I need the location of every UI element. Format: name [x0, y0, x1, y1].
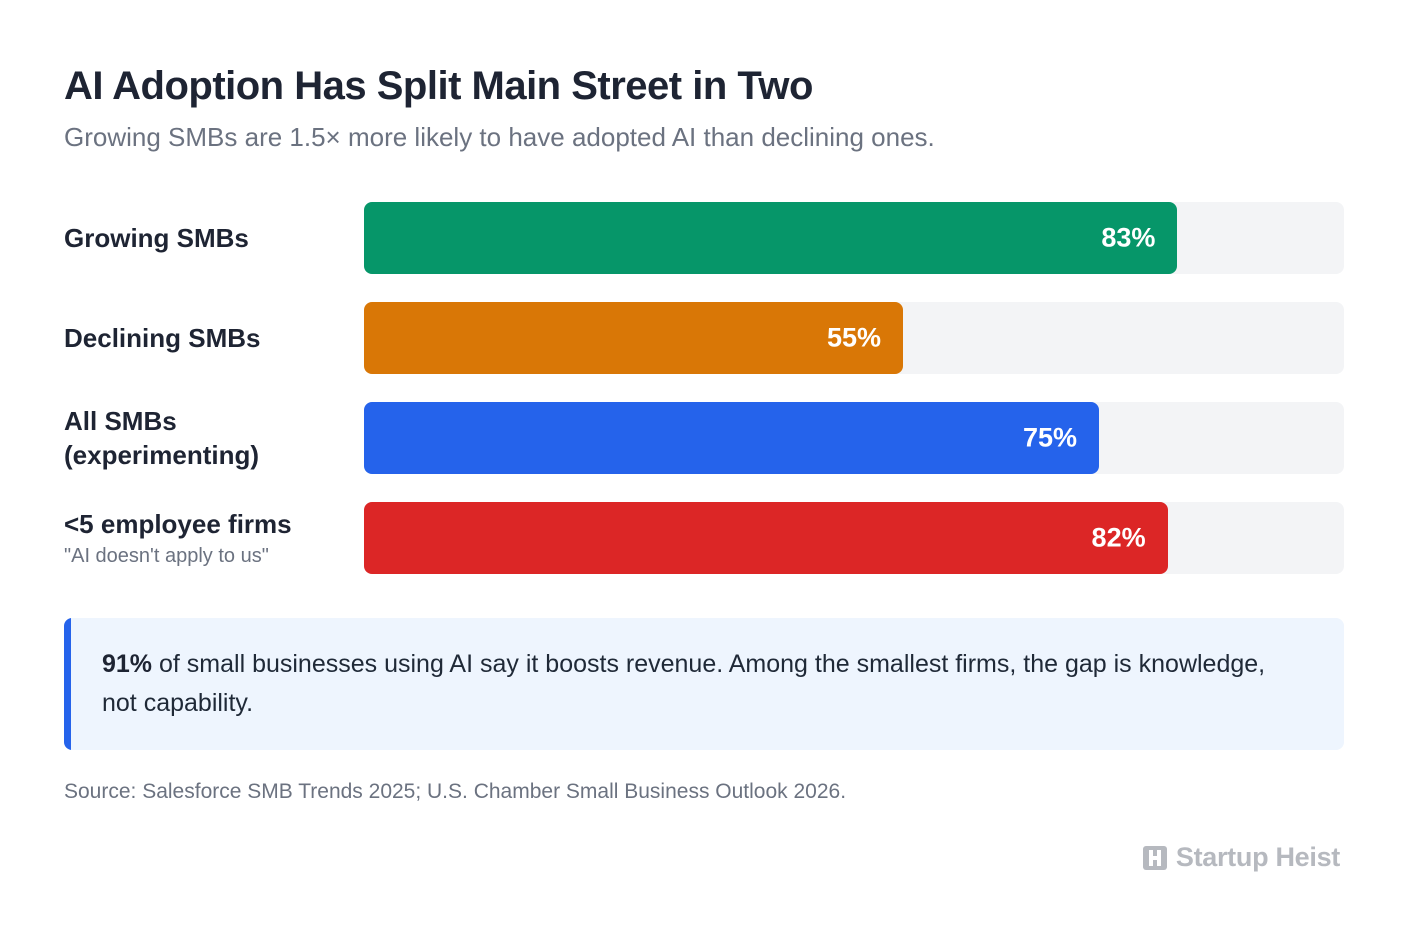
bar-label: All SMBs (experimenting): [64, 404, 354, 472]
bar-value-label: 83%: [1101, 222, 1156, 253]
bar-chart: Growing SMBs 83% Declining SMBs 55% All SMBs…: [64, 202, 1344, 602]
bar-row: <5 employee firms "AI doesn't apply to us…: [64, 502, 1344, 574]
bar: 55%: [364, 302, 903, 374]
bar-label: Growing SMBs: [64, 221, 354, 255]
h-logo-icon: [1142, 845, 1167, 870]
bar: 75%: [364, 402, 1099, 474]
bar-track: 55%: [364, 302, 1344, 374]
callout-box: 91% of small businesses using AI say it …: [64, 618, 1344, 750]
bar-value-label: 55%: [826, 322, 881, 353]
bar-category-label: <5 employee firms: [64, 509, 292, 539]
bar-value-label: 82%: [1091, 522, 1146, 553]
callout-accent-bar: [64, 618, 71, 750]
bar: 82%: [364, 502, 1168, 574]
bar-row: Growing SMBs 83%: [64, 202, 1344, 274]
bar-track: 83%: [364, 202, 1344, 274]
bar-category-label: Growing SMBs: [64, 223, 249, 253]
bar-value-label: 75%: [1022, 422, 1077, 453]
bar-label: Declining SMBs: [64, 321, 354, 355]
brand-name: Startup Heist: [1175, 842, 1340, 872]
bar-row: All SMBs (experimenting) 75%: [64, 402, 1344, 474]
bar-category-label: All SMBs (experimenting): [64, 406, 260, 470]
bar-category-note: "AI doesn't apply to us": [64, 545, 269, 567]
bar-category-label: Declining SMBs: [64, 323, 261, 353]
bar: 83%: [364, 202, 1178, 274]
callout-text: 91% of small businesses using AI say it …: [102, 645, 1302, 723]
chart-title: AI Adoption Has Split Main Street in Two: [64, 64, 813, 108]
bar-label: <5 employee firms "AI doesn't apply to us…: [64, 507, 354, 569]
source-note: Source: Salesforce SMB Trends 2025; U.S.…: [64, 780, 847, 803]
brand-logo: Startup Heist: [1142, 842, 1340, 873]
callout-highlight: 91%: [102, 650, 153, 678]
bar-track: 75%: [364, 402, 1344, 474]
chart-subtitle: Growing SMBs are 1.5× more likely to hav…: [64, 122, 935, 152]
callout-body: of small businesses using AI say it boos…: [102, 650, 1266, 717]
bar-track: 82%: [364, 502, 1344, 574]
bar-row: Declining SMBs 55%: [64, 302, 1344, 374]
